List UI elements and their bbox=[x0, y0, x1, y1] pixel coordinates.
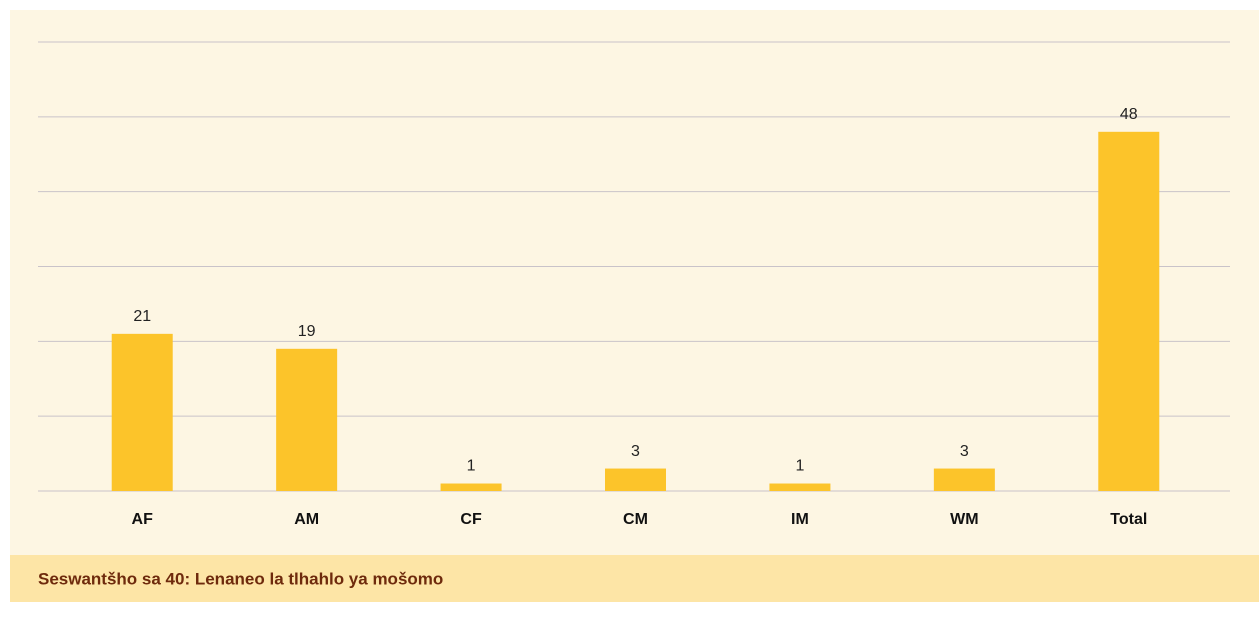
x-tick-label: AM bbox=[294, 511, 319, 528]
bar bbox=[440, 483, 502, 491]
x-tick-label: CF bbox=[460, 511, 482, 528]
x-tick-label: CM bbox=[623, 511, 648, 528]
x-tick-label: Total bbox=[1110, 511, 1147, 528]
x-tick-label: IM bbox=[791, 511, 809, 528]
data-label: 1 bbox=[467, 458, 476, 475]
caption: Seswantšho sa 40: Lenaneo la tlhahlo ya … bbox=[38, 569, 443, 588]
bar bbox=[769, 483, 831, 491]
data-label: 21 bbox=[133, 308, 151, 325]
bar bbox=[276, 348, 338, 491]
bar bbox=[1098, 131, 1160, 492]
data-label: 1 bbox=[795, 458, 804, 475]
caption-band bbox=[10, 555, 1259, 602]
data-label: 48 bbox=[1120, 106, 1138, 123]
chart-background bbox=[10, 10, 1259, 555]
bar bbox=[605, 468, 666, 491]
x-tick-label: AF bbox=[132, 511, 154, 528]
data-label: 3 bbox=[960, 443, 969, 460]
data-label: 3 bbox=[631, 443, 640, 460]
bar bbox=[933, 468, 995, 491]
data-label: 19 bbox=[298, 323, 316, 340]
x-tick-label: WM bbox=[950, 511, 978, 528]
bar bbox=[111, 333, 173, 491]
